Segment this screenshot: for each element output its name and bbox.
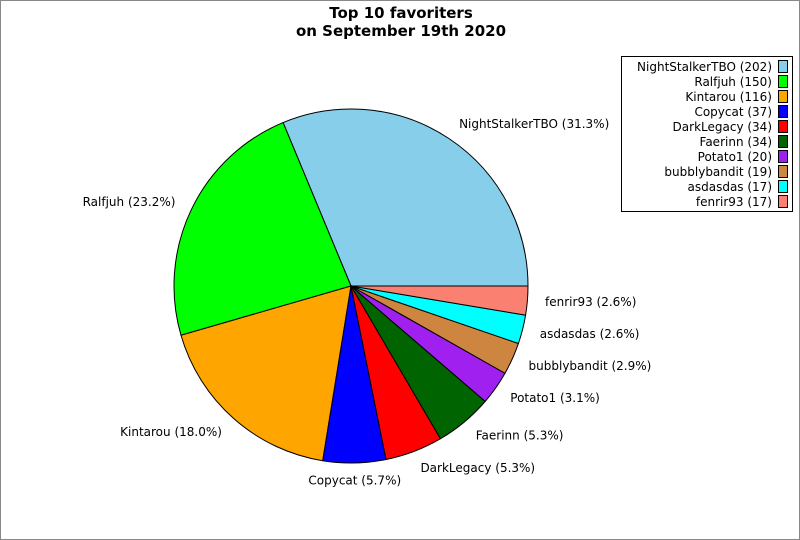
slice-label: fenrir93 (2.6%) [545, 295, 636, 309]
pie-slice-fenrir93 [350, 285, 529, 316]
legend-item: Potato1 (20) [622, 149, 792, 164]
slice-label: bubblybandit (2.9%) [529, 359, 652, 373]
slice-label: DarkLegacy (5.3%) [420, 461, 535, 475]
legend-swatch [778, 165, 788, 178]
slice-label: asdasdas (2.6%) [540, 327, 640, 341]
legend-item: bubblybandit (19) [622, 164, 792, 179]
legend-item: NightStalkerTBO (202) [622, 59, 792, 74]
legend-label: fenrir93 (17) [695, 194, 772, 209]
legend-label: NightStalkerTBO (202) [637, 59, 772, 74]
legend-item: Ralfjuh (150) [622, 74, 792, 89]
pie-slice-Ralfjuh [173, 121, 352, 336]
subtitle-line: on September 19th 2020 [295, 22, 507, 40]
legend-label: Kintarou (116) [685, 89, 772, 104]
legend-swatch [778, 90, 788, 103]
legend-item: Faerinn (34) [622, 134, 792, 149]
slice-label: Faerinn (5.3%) [476, 428, 564, 442]
legend-item: fenrir93 (17) [622, 194, 792, 209]
slice-label: Ralfjuh (23.2%) [83, 195, 176, 209]
legend-swatch [778, 150, 788, 163]
legend-swatch [778, 135, 788, 148]
legend-label: Copycat (37) [694, 104, 772, 119]
legend-swatch [778, 60, 788, 73]
legend-label: bubblybandit (19) [664, 164, 772, 179]
chart-title: Top 10 favoriters on September 19th 2020 [1, 4, 799, 40]
legend-item: DarkLegacy (34) [622, 119, 792, 134]
slice-label: Copycat (5.7%) [308, 474, 401, 488]
legend-label: Faerinn (34) [699, 134, 772, 149]
legend-swatch [778, 105, 788, 118]
legend-label: Ralfjuh (150) [694, 74, 772, 89]
pie-slice-NightStalkerTBO [282, 108, 529, 287]
legend-label: asdasdas (17) [687, 179, 773, 194]
legend-swatch [778, 75, 788, 88]
legend-label: DarkLegacy (34) [672, 119, 772, 134]
slice-label: Potato1 (3.1%) [510, 391, 600, 405]
title-line: Top 10 favoriters [329, 4, 473, 22]
legend-item: Kintarou (116) [622, 89, 792, 104]
legend-item: asdasdas (17) [622, 179, 792, 194]
slice-label: Kintarou (18.0%) [120, 425, 222, 439]
slice-label: NightStalkerTBO (31.3%) [459, 117, 609, 131]
legend-swatch [778, 180, 788, 193]
legend-item: Copycat (37) [622, 104, 792, 119]
legend-swatch [778, 120, 788, 133]
pie-slice-Kintarou [180, 285, 352, 462]
legend-swatch [778, 195, 788, 208]
legend: NightStalkerTBO (202) Ralfjuh (150) Kintar… [621, 56, 793, 212]
legend-label: Potato1 (20) [697, 149, 772, 164]
